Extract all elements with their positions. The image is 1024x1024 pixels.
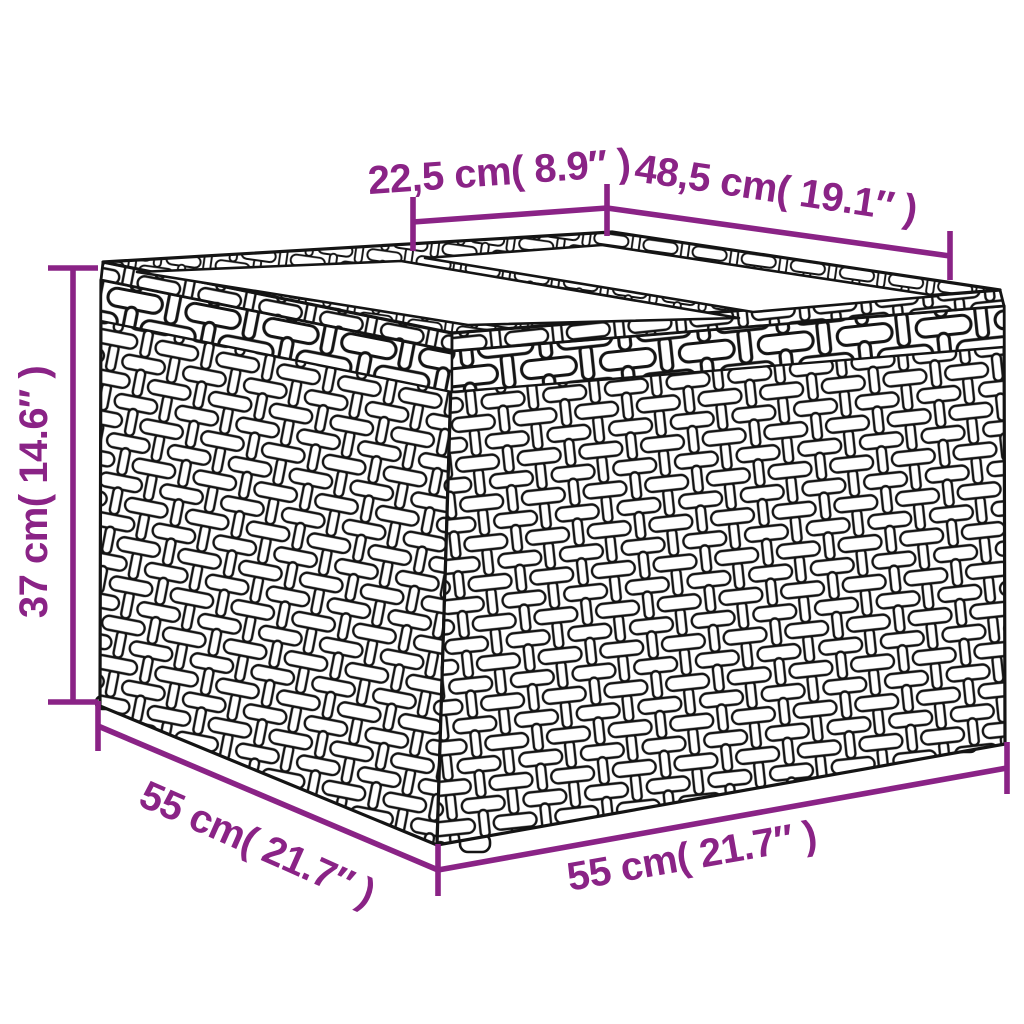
dimension-height: 37 cm( 14.6″ ) <box>12 265 98 705</box>
tabletop <box>101 230 1002 335</box>
dimension-line <box>606 205 951 259</box>
glass-panel-back <box>423 243 940 314</box>
dimension-line <box>412 205 608 225</box>
rattan-table-illustration <box>94 230 1007 854</box>
glass-panel-front <box>135 259 741 327</box>
dimension-line <box>96 723 440 873</box>
dimension-label-height: 37 cm( 14.6″ ) <box>12 366 56 618</box>
dimension-line <box>437 765 1008 873</box>
dimension-label-top-panel-width: 22,5 cm( 8.9″ ) <box>366 141 631 203</box>
